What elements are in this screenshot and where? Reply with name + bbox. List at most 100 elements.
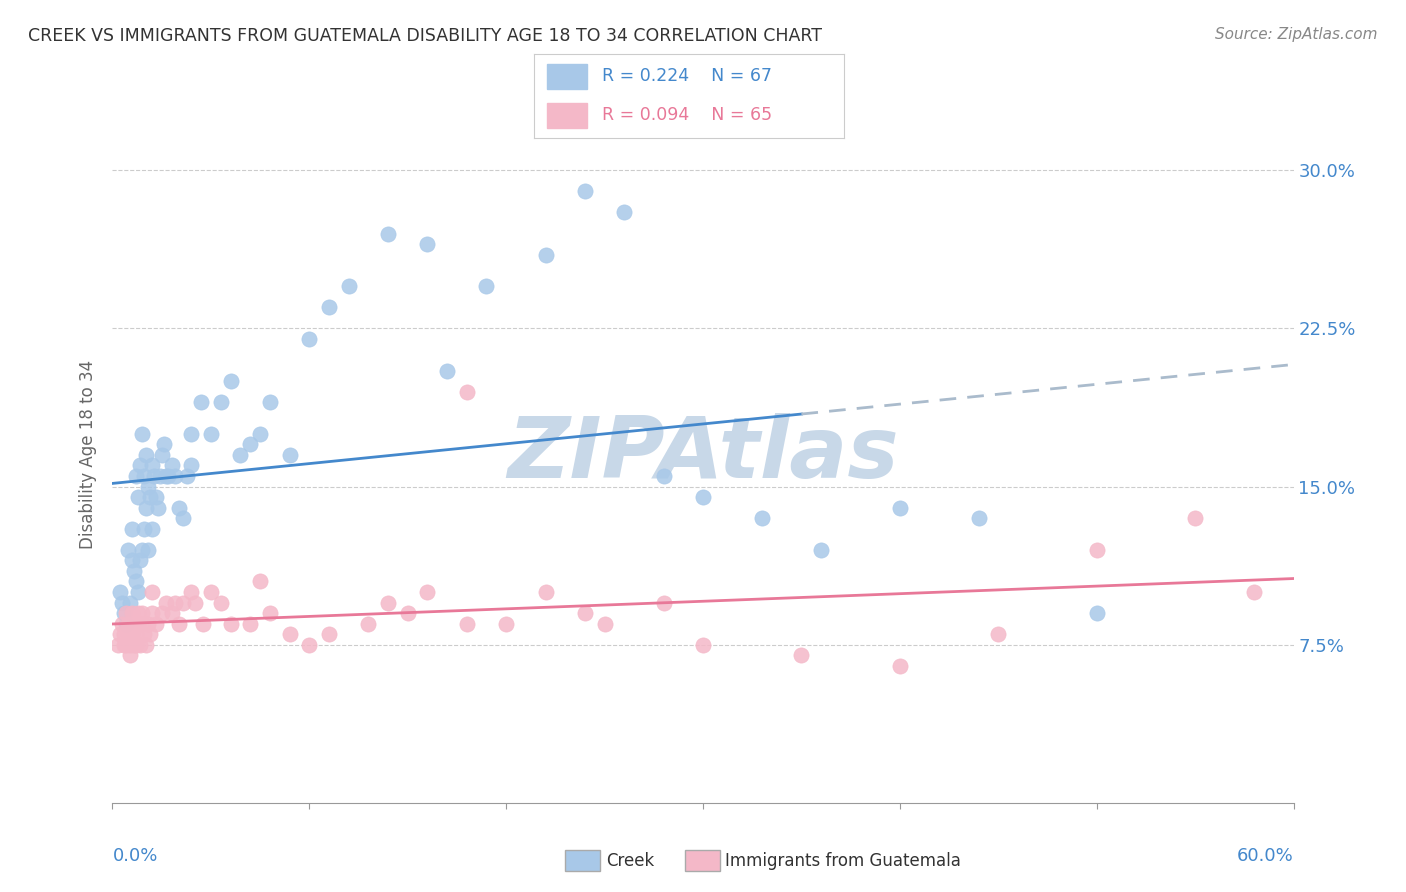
Point bbox=[122, 616, 145, 631]
Point bbox=[209, 595, 232, 609]
Point bbox=[790, 648, 813, 663]
Text: R = 0.094    N = 65: R = 0.094 N = 65 bbox=[602, 106, 772, 124]
Point bbox=[456, 616, 478, 631]
Point bbox=[145, 490, 167, 504]
Point bbox=[129, 638, 152, 652]
Point bbox=[416, 237, 439, 252]
Point bbox=[278, 627, 301, 641]
Point bbox=[987, 627, 1010, 641]
Point bbox=[337, 279, 360, 293]
Point bbox=[160, 606, 183, 620]
Point bbox=[574, 185, 596, 199]
Point bbox=[156, 469, 179, 483]
Point bbox=[149, 469, 172, 483]
Point bbox=[209, 395, 232, 409]
Point bbox=[377, 595, 399, 609]
Point bbox=[751, 511, 773, 525]
Point bbox=[127, 490, 149, 504]
Point bbox=[121, 522, 143, 536]
Text: R = 0.224    N = 67: R = 0.224 N = 67 bbox=[602, 68, 772, 86]
Point bbox=[239, 616, 262, 631]
Point bbox=[495, 616, 517, 631]
Point bbox=[117, 616, 139, 631]
Point bbox=[889, 658, 911, 673]
Point bbox=[112, 638, 135, 652]
Point bbox=[155, 469, 177, 483]
Point bbox=[141, 458, 163, 473]
Point bbox=[110, 585, 132, 599]
Point bbox=[534, 247, 557, 261]
Point bbox=[117, 542, 139, 557]
Point bbox=[120, 648, 142, 663]
Point bbox=[121, 553, 143, 567]
Point bbox=[127, 616, 149, 631]
Point bbox=[219, 374, 242, 388]
Point bbox=[136, 542, 159, 557]
Point bbox=[131, 606, 153, 620]
Point bbox=[172, 511, 194, 525]
Point bbox=[219, 616, 242, 631]
Point bbox=[112, 627, 135, 641]
Point bbox=[191, 616, 214, 631]
Point bbox=[135, 638, 157, 652]
Point bbox=[125, 638, 148, 652]
Point bbox=[155, 595, 177, 609]
Point bbox=[574, 606, 596, 620]
Point bbox=[141, 585, 163, 599]
Point bbox=[112, 606, 135, 620]
Point bbox=[135, 500, 157, 515]
Text: CREEK VS IMMIGRANTS FROM GUATEMALA DISABILITY AGE 18 TO 34 CORRELATION CHART: CREEK VS IMMIGRANTS FROM GUATEMALA DISAB… bbox=[28, 27, 823, 45]
Point bbox=[115, 638, 138, 652]
Text: Source: ZipAtlas.com: Source: ZipAtlas.com bbox=[1215, 27, 1378, 42]
Point bbox=[136, 479, 159, 493]
Point bbox=[111, 616, 134, 631]
Point bbox=[1184, 511, 1206, 525]
Text: Creek: Creek bbox=[606, 852, 654, 870]
Text: 60.0%: 60.0% bbox=[1237, 847, 1294, 865]
Point bbox=[132, 627, 155, 641]
Point bbox=[249, 574, 271, 589]
Point bbox=[110, 627, 132, 641]
Point bbox=[357, 616, 380, 631]
Point bbox=[318, 627, 340, 641]
Point bbox=[125, 627, 148, 641]
Point bbox=[1085, 542, 1108, 557]
Point bbox=[176, 469, 198, 483]
Point bbox=[129, 458, 152, 473]
Point bbox=[115, 616, 138, 631]
Point bbox=[200, 585, 222, 599]
Point bbox=[142, 469, 165, 483]
Point bbox=[120, 595, 142, 609]
Text: 0.0%: 0.0% bbox=[112, 847, 157, 865]
Point bbox=[127, 585, 149, 599]
Point bbox=[141, 606, 163, 620]
Point bbox=[121, 627, 143, 641]
Point bbox=[122, 564, 145, 578]
Y-axis label: Disability Age 18 to 34: Disability Age 18 to 34 bbox=[79, 360, 97, 549]
Point bbox=[475, 279, 498, 293]
Point bbox=[180, 458, 202, 473]
Point bbox=[152, 437, 174, 451]
Point bbox=[135, 448, 157, 462]
Point bbox=[180, 585, 202, 599]
Point bbox=[967, 511, 990, 525]
Point bbox=[613, 205, 636, 219]
Point bbox=[136, 616, 159, 631]
Point bbox=[111, 595, 134, 609]
Point bbox=[810, 542, 832, 557]
Point bbox=[139, 490, 162, 504]
Point bbox=[132, 469, 155, 483]
Point bbox=[184, 595, 207, 609]
Point bbox=[593, 616, 616, 631]
Point bbox=[131, 426, 153, 441]
Point bbox=[127, 606, 149, 620]
Point bbox=[1085, 606, 1108, 620]
Point bbox=[145, 616, 167, 631]
Point bbox=[129, 553, 152, 567]
Point bbox=[160, 458, 183, 473]
Point bbox=[172, 595, 194, 609]
Point bbox=[652, 469, 675, 483]
Text: ZIPAtlas: ZIPAtlas bbox=[508, 413, 898, 497]
Point bbox=[115, 606, 138, 620]
Point bbox=[132, 522, 155, 536]
